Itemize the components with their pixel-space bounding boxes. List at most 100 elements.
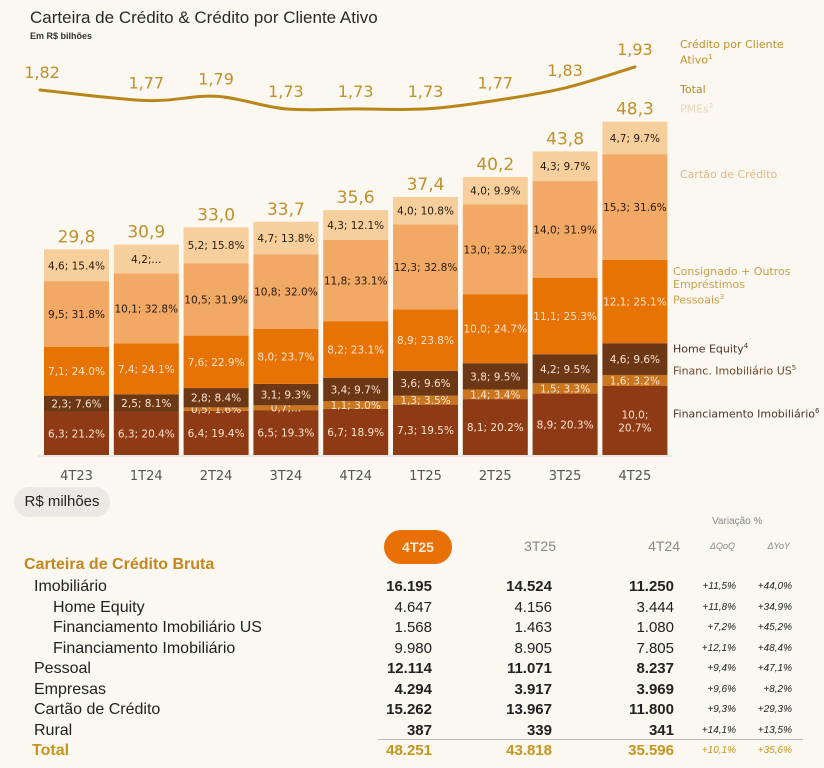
cell-4t25: 4.294: [394, 680, 432, 698]
bar-segment: [113, 343, 179, 395]
line-point-label: 1,73: [338, 82, 374, 101]
segment-label: 8,1; 20.2%: [467, 422, 524, 434]
total-divider: [378, 739, 803, 740]
legend-home-equity-sup: 4: [743, 342, 749, 350]
column-header-3t25: 3T25: [524, 538, 556, 554]
bar-segment: [462, 389, 528, 400]
line-point-label: 1,73: [268, 82, 304, 101]
x-tick-label: 3T24: [270, 469, 303, 484]
bar-segment: [393, 395, 458, 405]
cell-qoq: +11,8%: [702, 601, 736, 613]
segment-label: 4,3; 9.7%: [540, 161, 590, 173]
bar-segment: [183, 407, 249, 411]
bar-segment: [462, 363, 528, 390]
table-row: Cartão de Crédito 15.262 13.967 11.800 +9,3%…: [0, 701, 824, 721]
segment-label: 4,7; 9.7%: [610, 133, 660, 145]
bar-total-label: 43,8: [546, 129, 584, 149]
segment-label: 6,3; 21.2%: [48, 428, 105, 440]
legend-consignado: Consignado + Outros Empréstimos Pessoais…: [673, 265, 793, 307]
cell-qoq: +14,1%: [701, 724, 736, 736]
line-point-label: 1,79: [198, 69, 234, 88]
bar-segment: [113, 244, 179, 274]
legend-us-sup: 5: [791, 364, 797, 372]
cell-yoy: +8,2%: [763, 683, 792, 695]
bar-segment: [602, 386, 668, 455]
line-point-label: 1,93: [617, 40, 653, 59]
bar-total-label: 48,3: [616, 100, 654, 120]
cell-4t24: 7.805: [636, 639, 674, 657]
legend-line-sup: 1: [707, 53, 713, 61]
bar-segment: [323, 239, 389, 322]
bar-segment: [113, 411, 179, 455]
bar-segment: [183, 388, 249, 408]
segment-label: 8,9; 23.8%: [397, 335, 454, 347]
table-row: Home Equity 4.647 4.156 3.444 +11,8% +34,9%: [0, 599, 824, 619]
cell-qoq: +9,4%: [707, 663, 736, 674]
bar-segment: [183, 263, 249, 336]
line-point-label: 1,77: [477, 74, 513, 93]
legend-us-text: Financ. Imobiliário US: [673, 364, 792, 378]
cell-4t25: 48.251: [386, 742, 432, 759]
segment-label: 14,0; 31.9%: [533, 224, 597, 236]
bar-total-label: 30,9: [127, 223, 165, 243]
bar-segment: [44, 411, 109, 455]
segment-label: 4,2;...: [131, 254, 161, 266]
segment-label: 4,2; 9.5%: [540, 364, 590, 376]
bar-segment: [253, 221, 319, 255]
segment-label: 11,1; 25.3%: [533, 311, 597, 323]
cell-3t25: 43.818: [506, 742, 552, 759]
column-header-4t25: 4T25: [384, 530, 452, 564]
segment-label: 3,6; 9.6%: [400, 378, 450, 390]
bar-segment: [532, 181, 598, 278]
column-header-qoq: ΔQoQ: [709, 541, 735, 551]
cell-4t25: 15.262: [386, 701, 432, 718]
column-header-yoy: ΔYoY: [767, 541, 790, 551]
segment-label: 4,0; 10.8%: [397, 206, 454, 218]
bar-segment: [44, 395, 109, 412]
segment-label: 7,3; 19.5%: [397, 425, 454, 437]
line-point-label: 1,82: [24, 63, 60, 82]
cell-3t25: 8.905: [514, 639, 552, 657]
table-row: Empresas 4.294 3.917 3.969 +9,6% +8,2%: [0, 681, 824, 701]
segment-label: 4,0; 9.9%: [470, 186, 520, 198]
segment-label: 2,5; 8.1%: [121, 398, 171, 410]
cell-4t24: 3.444: [636, 598, 674, 616]
bar-segment: [462, 176, 528, 205]
segment-label: 1,6; 3.2%: [610, 375, 660, 387]
cell-yoy: +48,4%: [757, 642, 792, 654]
legend-total: Total: [680, 83, 706, 96]
cell-yoy: +29,3%: [757, 704, 792, 715]
segment-label: 8,9; 20.3%: [537, 419, 594, 431]
bar-total-label: 40,2: [476, 155, 514, 175]
segment-label: 0,7;...: [271, 403, 301, 415]
cell-4t24: 1.080: [636, 619, 674, 636]
bar-segment: [253, 405, 319, 411]
x-tick-label: 4T25: [619, 469, 652, 484]
bar-segment: [393, 196, 458, 225]
cell-4t25: 1.568: [394, 619, 432, 636]
bar-segment: [462, 294, 528, 364]
legend-pmes-text: PMEs: [680, 102, 709, 116]
segment-label: 6,4; 19.4%: [188, 428, 245, 440]
cell-3t25: 1.463: [514, 619, 552, 636]
segment-label: 10,8; 32.0%: [254, 286, 318, 298]
segment-label: 10,0; 24.7%: [463, 324, 527, 336]
row-label: Financiamento Imobiliário: [53, 639, 236, 657]
cell-qoq: +12,1%: [701, 642, 736, 654]
bar-segment: [253, 383, 319, 406]
line-point-label: 1,73: [408, 82, 444, 101]
bar-total-label: 33,7: [267, 200, 305, 220]
segment-label: 10,5; 31.9%: [184, 294, 248, 306]
bar-segment: [44, 346, 109, 396]
chart-title: Carteira de Crédito & Crédito por Client…: [30, 8, 378, 27]
cell-qoq: +9,3%: [707, 704, 736, 715]
cell-yoy: +45,2%: [757, 622, 792, 633]
bar-total-label: 33,0: [197, 205, 235, 225]
table-row: Financiamento Imobiliário US 1.568 1.463 1.…: [0, 619, 824, 639]
table-row: Pessoal 12.114 11.071 8.237 +9,4% +47,1%: [0, 660, 824, 680]
cell-4t25: 387: [406, 721, 432, 739]
legend-pmes-sup: 2: [708, 102, 714, 110]
bar-segment: [323, 210, 389, 240]
line-credito-por-cliente: [38, 65, 637, 112]
cell-3t25: 14.524: [506, 578, 552, 595]
